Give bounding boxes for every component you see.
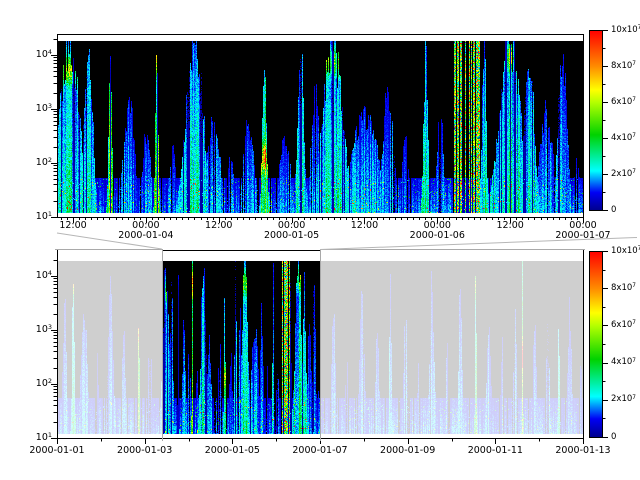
y-tick-label-base: 10 bbox=[35, 269, 48, 281]
y-tick-label: 101 bbox=[35, 209, 52, 222]
y-tick-label-base: 10 bbox=[35, 48, 48, 60]
colorbar-tick-label: 10x107 bbox=[611, 246, 640, 257]
x-tick-label: 00:00 bbox=[569, 220, 597, 231]
colorbar-tick-label: 4x107 bbox=[611, 133, 636, 144]
colorbar-tick-label: 8x107 bbox=[611, 283, 636, 294]
colorbar-tick-label: 0 bbox=[611, 205, 616, 216]
y-tick-label: 102 bbox=[35, 155, 52, 168]
x-tick-label: 2000-01-07 bbox=[292, 445, 348, 456]
colorbar-tick-label-base: 6x10 bbox=[611, 319, 633, 330]
colorbar-tick-label-sup: 7 bbox=[632, 394, 636, 401]
y-tick-label-sup: 1 bbox=[47, 209, 52, 218]
colorbar-tick-label-base: 4x10 bbox=[611, 132, 633, 143]
x-tick-label: 2000-01-13 bbox=[555, 445, 611, 456]
y-tick-label: 103 bbox=[35, 101, 52, 114]
x-tick-label: 00:00 bbox=[423, 220, 451, 231]
colorbar-tick-label-sup: 7 bbox=[632, 320, 636, 327]
colorbar-tick-label-sup: 7 bbox=[632, 96, 636, 103]
y-tick-label-base: 10 bbox=[35, 431, 48, 443]
y-tick-label: 101 bbox=[35, 430, 52, 443]
x-date-label: 2000-01-07 bbox=[555, 229, 611, 241]
colorbar-tick-label-base: 6x10 bbox=[611, 96, 633, 107]
colorbar-tick-label-base: 2x10 bbox=[611, 168, 633, 179]
colorbar-tick-label: 6x107 bbox=[611, 320, 636, 331]
colorbar-tick-label: 6x107 bbox=[611, 97, 636, 108]
y-tick-label-sup: 1 bbox=[47, 430, 52, 439]
y-tick-label: 102 bbox=[35, 376, 52, 389]
y-tick-label-sup: 4 bbox=[47, 47, 52, 56]
colorbar-tick-label-base: 2x10 bbox=[611, 394, 633, 405]
x-tick-label: 12:00 bbox=[205, 220, 233, 231]
x-tick-label: 2000-01-03 bbox=[117, 445, 173, 456]
x-tick-label: 2000-01-09 bbox=[380, 445, 436, 456]
y-tick-label-sup: 4 bbox=[47, 268, 52, 277]
x-date-label: 2000-01-04 bbox=[118, 229, 174, 241]
y-tick-label: 103 bbox=[35, 322, 52, 335]
x-tick-label: 12:00 bbox=[59, 220, 87, 231]
y-tick-label: 104 bbox=[35, 268, 52, 281]
colorbar-tick-label-base: 0 bbox=[611, 204, 617, 215]
colorbar_detail-gradient bbox=[589, 30, 603, 211]
colorbar-tick-label: 2x107 bbox=[611, 169, 636, 180]
y-tick-label-base: 10 bbox=[35, 323, 48, 335]
x-tick-label: 2000-01-01 bbox=[29, 445, 85, 456]
colorbar-tick-label-base: 10x10 bbox=[611, 24, 638, 35]
colorbar-tick-label: 0 bbox=[611, 432, 616, 443]
y-tick-label-sup: 3 bbox=[47, 322, 52, 331]
colorbar-tick-label-sup: 7 bbox=[632, 357, 636, 364]
colorbar-tick-label-sup: 7 bbox=[637, 245, 640, 252]
colorbar-tick-label-base: 0 bbox=[611, 431, 617, 442]
x-tick-label: 00:00 bbox=[277, 220, 306, 231]
colorbar-tick-label-base: 8x10 bbox=[611, 282, 633, 293]
colorbar-tick-label-sup: 7 bbox=[632, 132, 636, 139]
y-tick-label-base: 10 bbox=[35, 377, 48, 389]
x-tick-label: 12:00 bbox=[496, 220, 524, 231]
y-tick-label-base: 10 bbox=[35, 102, 48, 114]
colorbar-tick-label-sup: 7 bbox=[632, 60, 636, 67]
x-tick-label: 00:00 bbox=[132, 220, 160, 231]
y-tick-label-sup: 2 bbox=[47, 376, 52, 385]
colorbar-tick-label-sup: 7 bbox=[632, 168, 636, 175]
x-tick-label: 2000-01-05 bbox=[204, 445, 260, 456]
context-spectrogram-canvas[interactable] bbox=[58, 261, 583, 434]
time-selection-region[interactable] bbox=[162, 250, 320, 438]
x-tick-label: 12:00 bbox=[350, 220, 379, 231]
detail-spectrogram-canvas[interactable] bbox=[58, 41, 583, 213]
colorbar-tick-label-base: 8x10 bbox=[611, 60, 633, 71]
x-date-label: 2000-01-05 bbox=[263, 229, 320, 241]
y-tick-label-base: 10 bbox=[35, 156, 48, 168]
colorbar-tick-label: 2x107 bbox=[611, 394, 636, 405]
colorbar-tick-label-base: 10x10 bbox=[611, 245, 638, 256]
colorbar-tick-label-base: 4x10 bbox=[611, 357, 633, 368]
y-tick-label-sup: 2 bbox=[47, 155, 52, 164]
colorbar-tick-label: 10x107 bbox=[611, 25, 640, 36]
x-tick-label: 2000-01-11 bbox=[467, 445, 523, 456]
colorbar-tick-label-sup: 7 bbox=[632, 283, 636, 290]
colorbar-tick-label: 4x107 bbox=[611, 357, 636, 368]
colorbar-tick-label-sup: 7 bbox=[637, 24, 640, 31]
colorbar_context-gradient bbox=[589, 251, 603, 438]
x-date-label: 2000-01-06 bbox=[409, 229, 465, 241]
y-tick-label-sup: 3 bbox=[47, 101, 52, 110]
colorbar-tick-label: 8x107 bbox=[611, 61, 636, 72]
y-tick-label-base: 10 bbox=[35, 210, 48, 222]
y-tick-label: 104 bbox=[35, 47, 52, 60]
